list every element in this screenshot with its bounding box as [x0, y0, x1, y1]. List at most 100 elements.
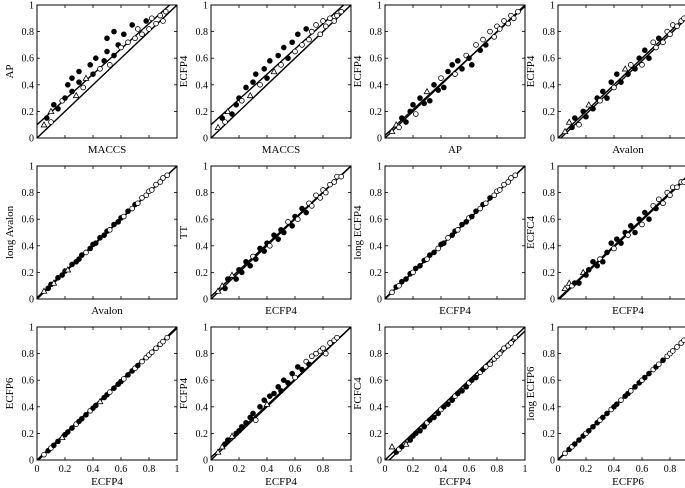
data-point-filled [280, 44, 287, 51]
y-tick-label: 0.2 [22, 107, 35, 118]
y-tick-label: 0.6 [196, 54, 209, 65]
data-point-open [107, 62, 113, 68]
data-point-open [338, 173, 345, 180]
x-axis-label: ECFP4 [439, 305, 471, 317]
data-point-open [257, 82, 263, 88]
data-point-filled [59, 272, 65, 278]
data-point-filled [83, 411, 89, 418]
y-tick-label: 1 [29, 1, 34, 12]
data-point-open [163, 8, 169, 15]
data-point-filled [412, 265, 419, 272]
data-point-filled [125, 372, 131, 378]
data-point-filled [303, 209, 310, 216]
data-point-filled [115, 219, 121, 225]
data-point-open [253, 417, 259, 423]
data-point-filled [261, 248, 268, 254]
data-point-open [618, 397, 624, 403]
scatter-panel: 0 0.2 0.4 0.6 0.8 1 ECFP4 long ECFP4 [352, 162, 526, 317]
data-point-filled [111, 385, 117, 391]
scatter-panel: 0 0.2 0.4 0.6 0.8 1 ECFP4 TT [178, 162, 352, 317]
data-point-open [135, 200, 141, 207]
data-point-open [334, 334, 340, 341]
data-point-open [80, 84, 86, 91]
data-point-filled [253, 71, 259, 77]
data-point-open [313, 192, 319, 199]
data-point-open [160, 18, 166, 24]
data-point-open [454, 227, 461, 233]
data-point-filled [435, 410, 442, 417]
data-point-filled [590, 423, 596, 430]
data-point-triangle [246, 91, 254, 99]
data-point-filled [426, 417, 433, 423]
data-point-open [222, 119, 228, 125]
data-point-filled [87, 62, 93, 68]
data-point-filled [468, 62, 475, 68]
data-point-open [627, 388, 634, 394]
data-point-triangle [585, 101, 593, 108]
scatter-panel: 0 0.2 0.4 0.6 0.8 1 Avalon long Avalon [4, 162, 178, 317]
y-axis-label: TT [178, 226, 190, 240]
x-tick-label: 0.6 [289, 464, 302, 475]
data-point-filled [143, 18, 150, 24]
data-point-open [153, 181, 159, 188]
data-point-triangle [423, 87, 431, 95]
data-point-filled [646, 55, 652, 61]
y-axis-label: ECFP4 [525, 55, 537, 87]
data-point-open [424, 256, 430, 262]
data-point-open [655, 196, 662, 203]
data-point-filled [613, 236, 620, 242]
data-point-open [157, 179, 164, 185]
data-point-filled [426, 97, 433, 104]
data-point-open [139, 31, 145, 38]
data-point-filled [55, 274, 61, 281]
x-axis-label: ECFP4 [265, 305, 297, 317]
y-tick-label: 0.8 [370, 349, 383, 360]
y-tick-label: 0.6 [196, 376, 209, 387]
data-point-open [512, 334, 518, 341]
data-point-filled [247, 262, 254, 269]
data-point-open [164, 172, 171, 179]
data-point-open [674, 23, 680, 30]
data-point-open [149, 187, 155, 193]
data-point-open [317, 195, 324, 201]
y-tick-label: 0.4 [22, 402, 35, 413]
data-point-filled [403, 276, 409, 282]
data-point-filled [646, 216, 652, 223]
data-point-triangle [214, 448, 222, 455]
data-point-filled [576, 437, 582, 443]
data-point-filled [440, 84, 447, 91]
data-point-open [501, 345, 507, 352]
y-tick-label: 0.2 [543, 268, 556, 279]
data-point-filled [289, 39, 296, 46]
data-point-filled [459, 66, 465, 72]
y-tick-label: 0.2 [22, 429, 35, 440]
data-point-triangle [224, 107, 232, 115]
data-point-filled [90, 71, 96, 77]
data-point-triangle [565, 118, 573, 125]
data-point-open [512, 172, 518, 179]
y-tick-label: 0.4 [196, 241, 209, 252]
data-point-open [292, 48, 298, 55]
data-point-filled [604, 95, 610, 101]
y-tick-label: 0.4 [22, 241, 35, 252]
y-tick-label: 0.6 [543, 215, 556, 226]
data-point-filled [111, 28, 117, 35]
data-point-filled [625, 71, 631, 77]
data-point-open [438, 75, 444, 81]
data-point-open [487, 28, 493, 35]
data-point-filled [468, 213, 475, 220]
x-tick-label: 0 [556, 464, 561, 475]
x-axis-label: Avalon [612, 144, 644, 156]
data-point-open [266, 243, 273, 249]
data-point-filled [69, 261, 75, 268]
data-point-open [160, 175, 166, 181]
data-point-open [139, 358, 145, 365]
data-point-filled [417, 95, 423, 101]
data-point-open [338, 8, 345, 15]
data-point-open [135, 26, 141, 32]
data-point-filled [454, 390, 461, 397]
data-point-filled [50, 101, 57, 108]
data-point-filled [576, 280, 582, 286]
data-point-filled [571, 441, 578, 447]
y-axis-label: ECFP4 [178, 55, 190, 87]
